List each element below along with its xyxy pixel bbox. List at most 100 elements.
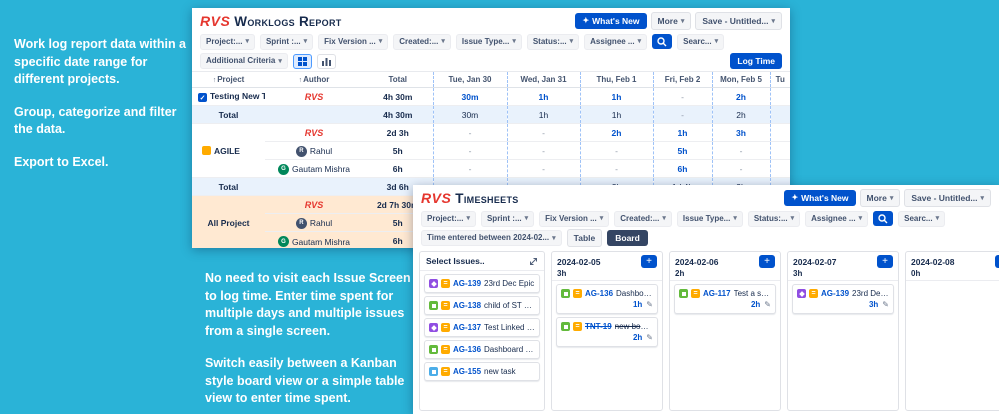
save-button[interactable]: Save - Untitled... ▾ [695,11,782,31]
total-cell: 2d 3h [363,123,433,142]
search-icon [878,213,888,224]
filter-assignee[interactable]: Assignee ... ▾ [805,210,869,227]
log-time-button[interactable]: Log Time [730,52,782,70]
whats-new-label: What's New [592,15,640,26]
edit-pencil-icon[interactable]: ✎ [646,333,653,342]
filter-status[interactable]: Status:... ▾ [526,33,580,50]
worklog-cell[interactable]: 1h [506,87,580,106]
issue-card[interactable]: = AG-138 child of ST 142 <scrip... [424,296,540,315]
worklog-cell[interactable]: 3h [711,123,770,142]
additional-criteria-dropdown[interactable]: Additional Criteria ▾ [200,53,288,69]
date-range-dropdown[interactable]: Time entered between 2024-02... ▾ [421,230,562,246]
project-cell[interactable]: ✓Testing New Team [192,87,265,106]
filter-created[interactable]: Created:... ▾ [614,210,672,227]
filter-assignee[interactable]: Assignee ... ▾ [584,33,648,50]
whats-new-button[interactable]: ✦ What's New [575,12,647,30]
filter-label: Sprint :... [486,213,522,223]
timesheets-window: RVS Timesheets ✦ What's New More ▾ Save … [413,185,999,414]
search-button[interactable] [652,34,673,49]
add-worklog-button[interactable]: + [641,255,657,268]
filter-sprint[interactable]: Sprint :... ▾ [259,33,314,50]
filter-issue-type[interactable]: Issue Type... ▾ [676,210,743,227]
worklog-cell[interactable]: 1h [652,123,712,142]
worklog-card[interactable]: = AG-136 Dashboard story 1h ✎ [556,284,658,314]
issue-key: AG-136 [585,289,614,298]
worklog-cell[interactable]: 2h [711,87,770,106]
more-button[interactable]: More ▾ [859,188,901,208]
worklog-cell [769,123,790,142]
worklog-cell[interactable]: 2h [579,123,653,142]
saved-search-dropdown[interactable]: Searc... ▾ [677,33,725,50]
author-cell [265,177,363,196]
filter-label: Created:... [399,36,439,46]
worklog-cell: - [432,123,507,142]
worklog-card[interactable]: = TNT-19 new bom child... 2h ✎ [556,317,658,347]
column-header-project[interactable]: ↑Project [192,71,265,88]
expand-icon[interactable] [529,257,538,266]
whats-new-button[interactable]: ✦ What's New [784,189,856,207]
chevron-down-icon: ▾ [637,38,642,45]
more-button[interactable]: More ▾ [650,11,692,31]
day-column-header: 2024-02-05 + 3h [552,252,662,281]
filter-issue-type[interactable]: Issue Type... ▾ [455,33,522,50]
issue-key: AG-155 [453,367,482,376]
issue-summary: Test a story from ... [733,289,771,298]
author-cell: RVS [265,195,363,214]
table-view-toggle[interactable]: Table [566,228,603,248]
column-header-label: Author [303,75,330,84]
issue-key: AG-139 [821,289,850,298]
column-header-label: Project [217,75,245,84]
project-cell[interactable]: AGILE [192,123,265,178]
column-header-author[interactable]: ↑Author [265,71,363,88]
filter-status[interactable]: Status:... ▾ [747,210,801,227]
worklog-card[interactable]: = AG-139 23rd Dec Epic 3h ✎ [792,284,894,314]
filter-fix-version[interactable]: Fix Version ... ▾ [539,210,610,227]
issue-summary: 23rd Dec Epic [852,289,889,298]
save-label: Save - Untitled... [702,15,769,26]
worklog-cell[interactable]: 30m [432,87,507,106]
hero-text-top: Work log report data within a specific d… [14,36,192,171]
select-issues-column: Select Issues.. = AG-139 23rd Dec Epic =… [419,251,545,411]
rvs-author: RVS [304,127,324,138]
add-worklog-button[interactable]: + [877,255,893,268]
saved-search-dropdown[interactable]: Searc... ▾ [898,210,946,227]
add-worklog-button[interactable]: + [995,255,999,268]
worklog-card[interactable]: = AG-117 Test a story from ... 2h ✎ [674,284,776,314]
priority-icon: = [441,323,450,332]
issue-summary: 23rd Dec Epic [484,279,535,288]
hero-text-bottom: No need to visit each Issue Screen to lo… [205,270,411,408]
chart-view-button[interactable] [316,53,336,69]
issue-card[interactable]: = AG-136 Dashboard story [424,340,540,359]
day-total: 3h [793,269,803,278]
board-view-toggle[interactable]: Board [607,229,648,247]
add-worklog-button[interactable]: + [759,255,775,268]
worklog-cell[interactable]: 1h [579,87,653,106]
column-header-day: Tue, Jan 30 [432,71,507,88]
table-row: G Gautam Mishra 6h - - - 6h - [192,159,790,178]
filter-created[interactable]: Created:... ▾ [393,33,451,50]
filter-project[interactable]: Project:... ▾ [421,210,476,227]
edit-pencil-icon[interactable]: ✎ [764,300,771,309]
filter-sprint[interactable]: Sprint :... ▾ [480,210,535,227]
time-spent: 3h [868,300,879,309]
worklog-cell[interactable]: 5h [652,141,712,160]
checkbox-checked-icon[interactable]: ✓ [198,93,207,103]
filter-fix-version[interactable]: Fix Version ... ▾ [318,33,389,50]
total-cell: 5h [363,141,433,160]
hero-line: Switch easily between a Kanban style boa… [205,356,405,405]
avatar: G [277,236,289,247]
table-view-button[interactable] [292,53,312,69]
author-name: Gautam Mishra [291,236,351,247]
edit-pencil-icon[interactable]: ✎ [882,300,889,309]
worklog-cell[interactable]: 6h [652,159,712,178]
worklog-cell: - [711,141,770,160]
search-button[interactable] [873,211,894,226]
issue-card[interactable]: = AG-155 new task [424,362,540,381]
filter-project[interactable]: Project:... ▾ [200,33,255,50]
worklog-cell: - [506,141,580,160]
save-button[interactable]: Save - Untitled... ▾ [904,188,991,208]
chevron-down-icon: ▾ [771,17,775,25]
issue-card[interactable]: = AG-137 Test Linked Epic <img... [424,318,540,337]
issue-card[interactable]: = AG-139 23rd Dec Epic [424,274,540,293]
edit-pencil-icon[interactable]: ✎ [646,300,653,309]
